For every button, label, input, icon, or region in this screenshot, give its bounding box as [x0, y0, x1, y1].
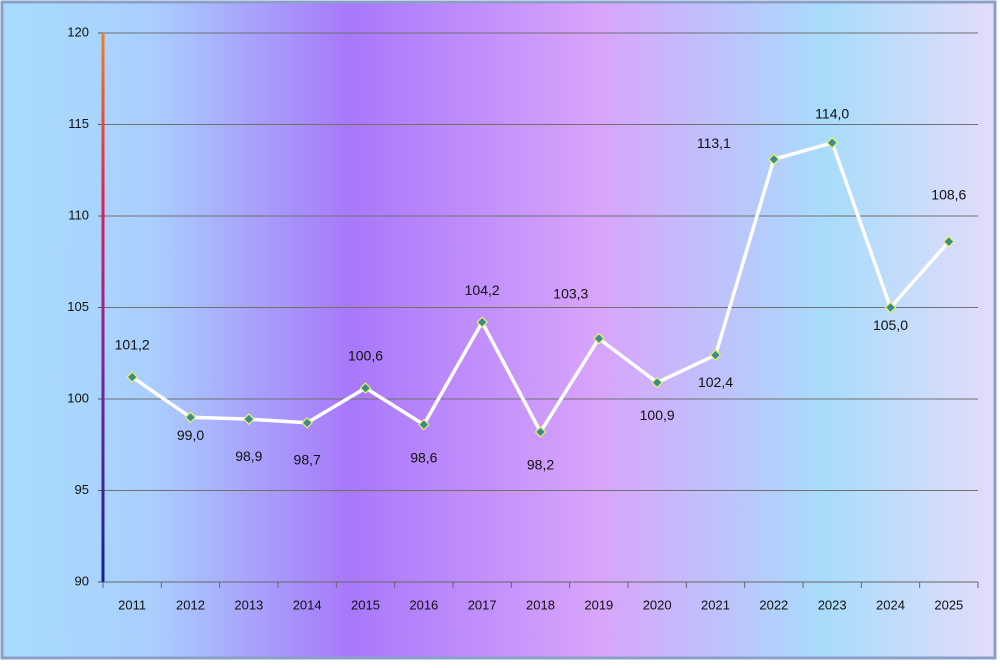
data-point [534, 426, 547, 438]
data-label: 101,2 [115, 337, 150, 353]
data-point [592, 332, 605, 345]
data-point [884, 301, 897, 314]
data-label: 99,0 [177, 427, 204, 443]
x-tick-label: 2021 [701, 597, 730, 612]
data-label: 105,0 [873, 317, 908, 333]
data-point [301, 416, 314, 429]
y-tick-label: 105 [67, 299, 89, 314]
data-label: 102,4 [698, 374, 733, 390]
data-label: 98,9 [235, 448, 262, 464]
data-label: 104,2 [465, 282, 500, 298]
x-tick-label: 2018 [526, 597, 555, 612]
data-label: 98,7 [294, 451, 321, 467]
x-tick-label: 2012 [176, 597, 205, 612]
x-tick-label: 2019 [584, 597, 613, 612]
data-point [767, 153, 780, 166]
data-label: 100,6 [348, 348, 383, 364]
data-label: 108,6 [931, 186, 966, 202]
x-tick-label: 2016 [409, 597, 438, 612]
x-tick-label: 2020 [643, 597, 672, 612]
data-point [476, 316, 489, 328]
x-tick-label: 2013 [234, 597, 263, 612]
data-point [826, 136, 839, 149]
data-label: 103,3 [553, 285, 588, 301]
y-tick-label: 110 [68, 207, 89, 222]
y-tick-label: 115 [68, 116, 89, 131]
data-point [651, 376, 664, 389]
x-tick-label: 2025 [934, 597, 963, 612]
y-tick-label: 120 [67, 24, 89, 39]
x-tick-label: 2015 [351, 597, 380, 612]
data-point [184, 411, 197, 424]
y-tick-label: 90 [75, 573, 89, 588]
data-point [242, 413, 255, 425]
data-label: 113,1 [697, 135, 731, 151]
data-label: 114,0 [815, 106, 849, 122]
data-point [417, 418, 430, 431]
y-tick-label: 95 [75, 482, 89, 497]
data-point [942, 235, 955, 248]
x-tick-label: 2023 [818, 597, 847, 612]
data-label: 98,6 [410, 449, 437, 465]
y-tick-label: 100 [67, 390, 89, 405]
x-tick-label: 2017 [468, 597, 497, 612]
data-point [709, 349, 722, 361]
x-tick-label: 2014 [293, 597, 322, 612]
x-tick-label: 2011 [118, 597, 146, 612]
data-point [126, 371, 139, 383]
data-point [359, 382, 372, 394]
x-tick-label: 2024 [876, 597, 905, 612]
data-label: 100,9 [640, 407, 675, 423]
x-tick-label: 2022 [759, 597, 788, 612]
y-axis [101, 33, 105, 582]
data-label: 98,2 [527, 457, 554, 473]
